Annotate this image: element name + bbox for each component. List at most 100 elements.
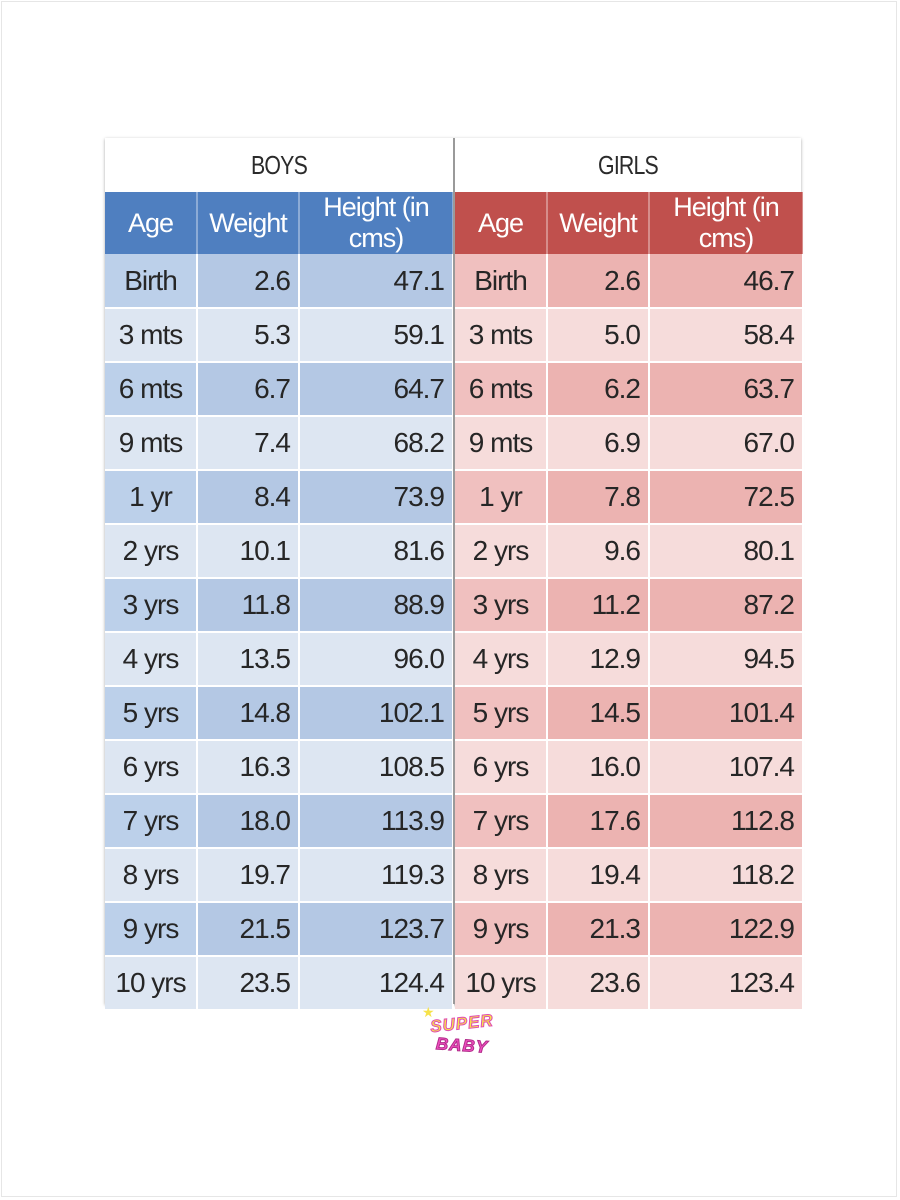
table-row: 5 yrs 14.8 102.1 bbox=[105, 686, 454, 741]
girls-table-body: Birth 2.6 46.7 3 mts 5.0 58.4 6 mts 6.2 63.7 9 mt… bbox=[455, 254, 804, 1011]
girls-weight-cell: 16.0 bbox=[547, 740, 650, 795]
table-row: 1 yr 7.8 72.5 bbox=[455, 470, 804, 525]
boys-table: Age Weight Height (in cms) Birth 2.6 47.1 3… bbox=[105, 192, 454, 1011]
girls-weight-cell: 17.6 bbox=[547, 794, 650, 849]
girls-height-cell: 118.2 bbox=[649, 848, 804, 903]
boys-age-cell: 6 mts bbox=[105, 362, 198, 417]
girls-table: Age Weight Height (in cms) Birth 2.6 46.7 3… bbox=[455, 192, 804, 1011]
girls-weight-cell: 19.4 bbox=[547, 848, 650, 903]
table-row: 7 yrs 17.6 112.8 bbox=[455, 794, 804, 849]
table-row: 8 yrs 19.7 119.3 bbox=[105, 848, 454, 903]
table-row: 9 mts 7.4 68.2 bbox=[105, 416, 454, 471]
girls-weight-cell: 7.8 bbox=[547, 470, 650, 525]
boys-header-row: Age Weight Height (in cms) bbox=[105, 192, 454, 254]
girls-weight-cell: 14.5 bbox=[547, 686, 650, 741]
table-row: 10 yrs 23.5 124.4 bbox=[105, 956, 454, 1011]
girls-header-age: Age bbox=[455, 192, 548, 254]
table-row: 6 yrs 16.0 107.4 bbox=[455, 740, 804, 795]
boys-header-height: Height (in cms) bbox=[299, 192, 454, 254]
girls-height-cell: 72.5 bbox=[649, 470, 804, 525]
girls-weight-cell: 6.2 bbox=[547, 362, 650, 417]
girls-panel: GIRLS Age Weight Height (in cms) Birth 2.… bbox=[453, 138, 804, 1011]
boys-weight-cell: 23.5 bbox=[197, 956, 300, 1011]
table-row: 3 mts 5.3 59.1 bbox=[105, 308, 454, 363]
boys-height-cell: 68.2 bbox=[299, 416, 454, 471]
boys-age-cell: 2 yrs bbox=[105, 524, 198, 579]
girls-weight-cell: 2.6 bbox=[547, 254, 650, 309]
girls-height-cell: 46.7 bbox=[649, 254, 804, 309]
boys-age-cell: Birth bbox=[105, 254, 198, 309]
table-row: 3 mts 5.0 58.4 bbox=[455, 308, 804, 363]
super-baby-logo: ★ SUPER BABY bbox=[422, 1004, 502, 1070]
table-row: 9 mts 6.9 67.0 bbox=[455, 416, 804, 471]
table-row: 6 yrs 16.3 108.5 bbox=[105, 740, 454, 795]
table-row: 3 yrs 11.8 88.9 bbox=[105, 578, 454, 633]
boys-table-body: Birth 2.6 47.1 3 mts 5.3 59.1 6 mts 6.7 64.7 9 mt… bbox=[105, 254, 454, 1011]
boys-weight-cell: 11.8 bbox=[197, 578, 300, 633]
girls-header-weight: Weight bbox=[547, 192, 650, 254]
girls-age-cell: 9 mts bbox=[455, 416, 548, 471]
girls-height-cell: 101.4 bbox=[649, 686, 804, 741]
boys-age-cell: 6 yrs bbox=[105, 740, 198, 795]
girls-weight-cell: 21.3 bbox=[547, 902, 650, 957]
table-row: 9 yrs 21.3 122.9 bbox=[455, 902, 804, 957]
girls-title: GIRLS bbox=[598, 150, 659, 180]
table-row: 8 yrs 19.4 118.2 bbox=[455, 848, 804, 903]
girls-weight-cell: 6.9 bbox=[547, 416, 650, 471]
girls-height-cell: 122.9 bbox=[649, 902, 804, 957]
boys-weight-cell: 16.3 bbox=[197, 740, 300, 795]
table-row: 10 yrs 23.6 123.4 bbox=[455, 956, 804, 1011]
boys-age-cell: 4 yrs bbox=[105, 632, 198, 687]
boys-age-cell: 9 mts bbox=[105, 416, 198, 471]
boys-weight-cell: 5.3 bbox=[197, 308, 300, 363]
boys-height-cell: 47.1 bbox=[299, 254, 454, 309]
boys-height-cell: 119.3 bbox=[299, 848, 454, 903]
girls-height-cell: 58.4 bbox=[649, 308, 804, 363]
boys-height-cell: 108.5 bbox=[299, 740, 454, 795]
boys-height-cell: 123.7 bbox=[299, 902, 454, 957]
girls-age-cell: 3 yrs bbox=[455, 578, 548, 633]
girls-height-cell: 94.5 bbox=[649, 632, 804, 687]
girls-age-cell: 1 yr bbox=[455, 470, 548, 525]
girls-weight-cell: 5.0 bbox=[547, 308, 650, 363]
girls-age-cell: 6 yrs bbox=[455, 740, 548, 795]
girls-height-cell: 112.8 bbox=[649, 794, 804, 849]
boys-age-cell: 1 yr bbox=[105, 470, 198, 525]
boys-weight-cell: 8.4 bbox=[197, 470, 300, 525]
boys-height-cell: 81.6 bbox=[299, 524, 454, 579]
girls-height-cell: 67.0 bbox=[649, 416, 804, 471]
boys-height-cell: 59.1 bbox=[299, 308, 454, 363]
table-row: 4 yrs 13.5 96.0 bbox=[105, 632, 454, 687]
table-row: 5 yrs 14.5 101.4 bbox=[455, 686, 804, 741]
boys-age-cell: 8 yrs bbox=[105, 848, 198, 903]
table-row: Birth 2.6 47.1 bbox=[105, 254, 454, 309]
girls-height-cell: 123.4 bbox=[649, 956, 804, 1011]
table-row: Birth 2.6 46.7 bbox=[455, 254, 804, 309]
girls-age-cell: 10 yrs bbox=[455, 956, 548, 1011]
girls-age-cell: 6 mts bbox=[455, 362, 548, 417]
logo-line-baby: BABY bbox=[435, 1034, 489, 1058]
girls-weight-cell: 11.2 bbox=[547, 578, 650, 633]
boys-age-cell: 5 yrs bbox=[105, 686, 198, 741]
girls-weight-cell: 23.6 bbox=[547, 956, 650, 1011]
boys-age-cell: 9 yrs bbox=[105, 902, 198, 957]
boys-height-cell: 64.7 bbox=[299, 362, 454, 417]
girls-age-cell: 4 yrs bbox=[455, 632, 548, 687]
girls-age-cell: 8 yrs bbox=[455, 848, 548, 903]
boys-weight-cell: 14.8 bbox=[197, 686, 300, 741]
boys-weight-cell: 6.7 bbox=[197, 362, 300, 417]
boys-height-cell: 102.1 bbox=[299, 686, 454, 741]
boys-age-cell: 10 yrs bbox=[105, 956, 198, 1011]
boys-height-cell: 124.4 bbox=[299, 956, 454, 1011]
boys-weight-cell: 7.4 bbox=[197, 416, 300, 471]
girls-header-row: Age Weight Height (in cms) bbox=[455, 192, 804, 254]
girls-height-cell: 87.2 bbox=[649, 578, 804, 633]
boys-height-cell: 113.9 bbox=[299, 794, 454, 849]
boys-age-cell: 3 yrs bbox=[105, 578, 198, 633]
boys-age-cell: 7 yrs bbox=[105, 794, 198, 849]
boys-height-cell: 73.9 bbox=[299, 470, 454, 525]
boys-header-age: Age bbox=[105, 192, 198, 254]
table-row: 1 yr 8.4 73.9 bbox=[105, 470, 454, 525]
girls-age-cell: 5 yrs bbox=[455, 686, 548, 741]
boys-weight-cell: 10.1 bbox=[197, 524, 300, 579]
